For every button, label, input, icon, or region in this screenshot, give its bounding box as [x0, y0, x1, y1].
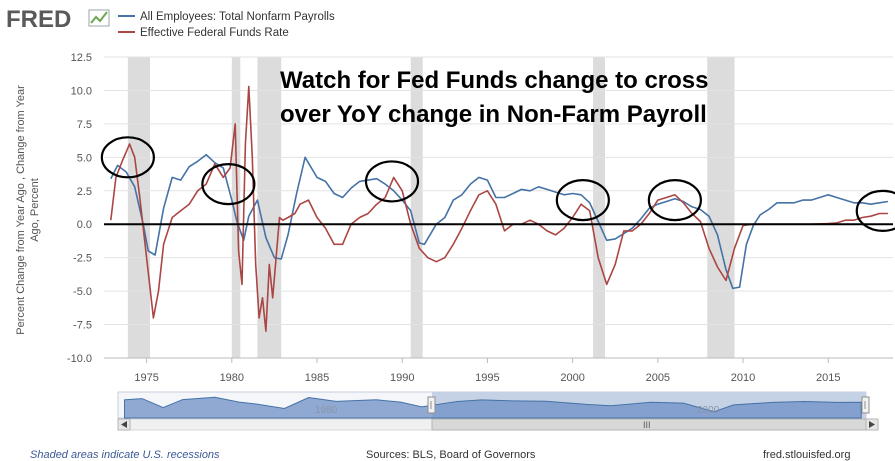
- annotation-circle-0: [100, 136, 155, 179]
- x-tick-label: 2000: [560, 372, 584, 384]
- navigator-series-area: [124, 396, 862, 419]
- y-tick-label: 2.5: [77, 186, 92, 198]
- series-line-fedfunds: [110, 85, 888, 333]
- y-tick-label: -10.0: [67, 353, 92, 365]
- y-tick-label: -7.5: [73, 320, 92, 332]
- fred-graph-icon: [88, 9, 110, 27]
- annotation-circle-2: [364, 160, 420, 203]
- y-tick-label: -2.5: [73, 253, 92, 265]
- scrollbar-grip[interactable]: III: [643, 420, 651, 430]
- y-tick-label: -5.0: [73, 286, 92, 298]
- sources-note: Sources: BLS, Board of Governors: [366, 449, 536, 461]
- y-tick-label: 0.0: [77, 219, 92, 231]
- scroll-left-arrow-icon: [121, 421, 127, 428]
- y-tick-label: 12.5: [71, 52, 92, 64]
- recession-band-5: [707, 57, 735, 358]
- y-axis-ticks: 12.5 10.0 7.5 5.0 2.5 0.0 -2.5 -5.0 -7.5 -10.0: [67, 52, 92, 365]
- x-tick-label: 2015: [816, 372, 840, 384]
- y-tick-label: 10.0: [71, 85, 92, 97]
- annotation-circle-1: [201, 162, 256, 206]
- x-axis-ticks: 1975 1980 1985 1990 1995 2000 2005 2010 2015: [104, 357, 893, 384]
- legend-label-payrolls[interactable]: All Employees: Total Nonfarm Payrolls: [140, 11, 335, 23]
- x-tick-label: 2010: [731, 372, 755, 384]
- x-tick-label: 1990: [390, 372, 414, 384]
- navigator-label-1980: 1980: [315, 405, 338, 416]
- y-tick-label: 5.0: [77, 152, 92, 164]
- legend: All Employees: Total Nonfarm Payrolls Ef…: [118, 11, 335, 39]
- scrollbar[interactable]: III: [117, 418, 879, 431]
- annotation-circle-4: [647, 179, 702, 222]
- x-tick-label: 1985: [305, 372, 329, 384]
- x-tick-label: 1975: [134, 372, 158, 384]
- recession-band-2: [257, 57, 282, 358]
- navigator-label-2000: 2000: [697, 405, 720, 416]
- annotation-circles: [100, 136, 895, 232]
- fred-logo[interactable]: FRED: [6, 6, 71, 33]
- series-lines: [110, 85, 889, 333]
- y-axis-label-line2: Ago, Percent: [29, 178, 41, 242]
- annotation-line2: over YoY change in Non-Farm Payroll: [280, 101, 707, 128]
- annotation-circle-5: [855, 189, 895, 232]
- x-tick-label: 1995: [475, 372, 499, 384]
- recession-band-1: [231, 57, 241, 358]
- series-line-payrolls: [110, 153, 889, 290]
- recession-band-3: [410, 57, 423, 358]
- y-tick-label: 7.5: [77, 119, 92, 131]
- x-tick-label: 2005: [646, 372, 670, 384]
- annotation-line1: Watch for Fed Funds change to cross: [280, 67, 708, 94]
- scroll-right-arrow-icon: [869, 421, 875, 428]
- annotation-circle-3: [555, 179, 610, 222]
- range-navigator[interactable]: 1980 2000: [117, 391, 870, 419]
- site-link[interactable]: fred.stlouisfed.org: [763, 449, 850, 461]
- x-tick-label: 1980: [220, 372, 244, 384]
- y-axis-label-line1: Percent Change from Year Ago , Change fr…: [15, 85, 27, 335]
- recession-band-4: [593, 57, 606, 358]
- legend-label-fedfunds[interactable]: Effective Federal Funds Rate: [140, 27, 289, 39]
- recession-note: Shaded areas indicate U.S. recessions: [30, 449, 220, 461]
